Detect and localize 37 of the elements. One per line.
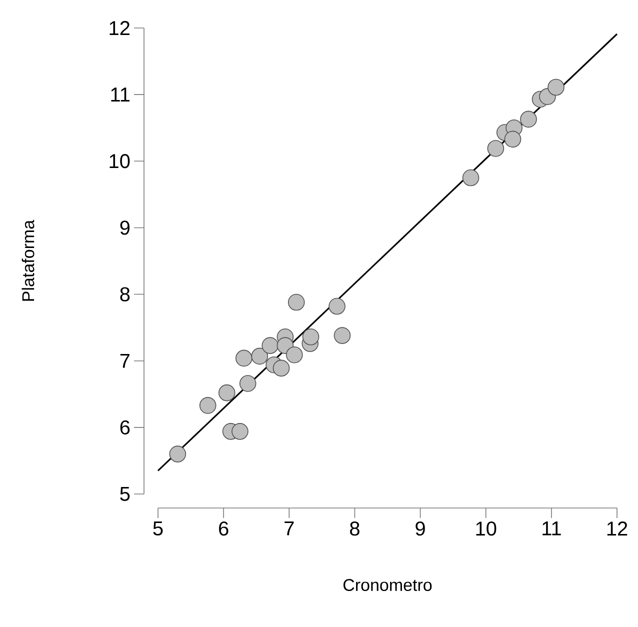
- point: [199, 397, 216, 414]
- x-tick-label: 5: [153, 522, 163, 536]
- y-tick-label: 6: [120, 420, 130, 435]
- x-tick-label: 6: [219, 522, 228, 536]
- point: [239, 375, 256, 392]
- point: [334, 327, 351, 344]
- point: [232, 423, 248, 440]
- point: [487, 140, 504, 157]
- x-axis-title: Cronometro: [343, 578, 432, 592]
- point: [272, 360, 290, 377]
- x-tick-label: 8: [350, 522, 360, 536]
- point: [286, 346, 303, 364]
- point: [548, 78, 564, 96]
- x-tick-label: 10: [476, 522, 496, 536]
- x-tick-label: 9: [416, 522, 425, 536]
- point: [251, 348, 268, 365]
- y-axis-title: Plataforma: [22, 220, 34, 301]
- y-tick-label: 10: [110, 154, 130, 168]
- y-tick-label: 5: [120, 487, 130, 501]
- y-tick-label: 12: [110, 21, 130, 35]
- y-tick-label: 8: [120, 287, 130, 302]
- y-tick-label: 11: [111, 88, 130, 102]
- point: [262, 337, 279, 354]
- point: [288, 294, 305, 311]
- point: [462, 169, 480, 186]
- x-tick-label: 12: [607, 522, 628, 536]
- y-tick-label: 7: [120, 354, 130, 368]
- point: [504, 130, 522, 148]
- point: [218, 384, 236, 402]
- point: [236, 350, 252, 367]
- point: [328, 298, 346, 315]
- point: [520, 110, 537, 128]
- x-tick-label: 7: [284, 522, 294, 536]
- x-tick-label: 11: [542, 522, 561, 536]
- point: [169, 446, 186, 462]
- y-tick-label: 9: [120, 220, 130, 235]
- point: [302, 328, 320, 346]
